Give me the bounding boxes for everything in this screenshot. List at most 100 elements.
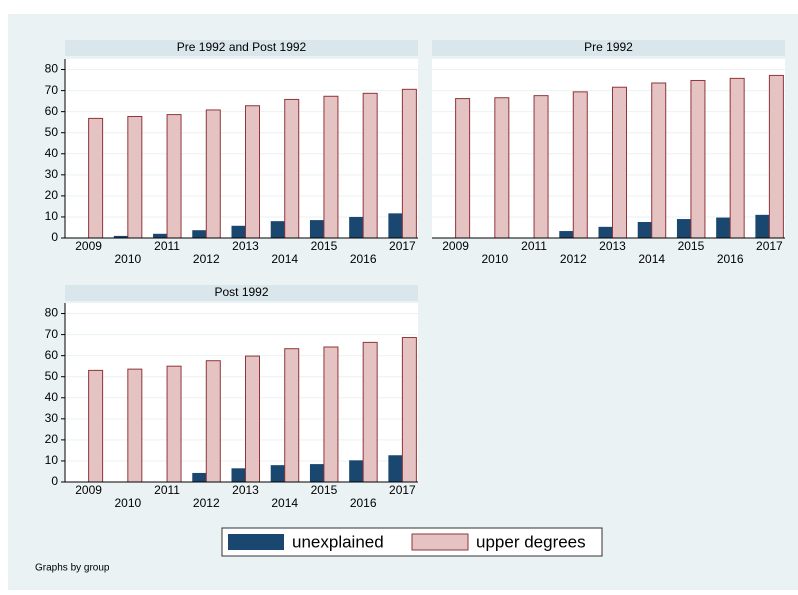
bar xyxy=(349,216,364,238)
bar xyxy=(362,341,378,483)
bar xyxy=(166,114,182,239)
bar xyxy=(309,464,324,482)
bar xyxy=(205,109,221,239)
bar xyxy=(323,346,339,483)
x-tick-label: 2014 xyxy=(638,252,665,266)
y-tick-label: 50 xyxy=(45,125,59,139)
bar xyxy=(127,368,143,483)
bar xyxy=(388,213,403,238)
x-tick-label: 2013 xyxy=(599,239,626,253)
bar xyxy=(245,355,260,483)
bar xyxy=(401,337,417,483)
x-tick-label: 2012 xyxy=(560,252,587,266)
y-tick-label: 60 xyxy=(45,104,59,118)
y-tick-label: 30 xyxy=(45,167,59,181)
bar xyxy=(572,91,588,239)
panel-title: Pre 1992 xyxy=(584,40,633,54)
bar xyxy=(323,95,339,239)
x-tick-label: 2012 xyxy=(193,252,220,266)
x-tick-label: 2012 xyxy=(193,496,220,510)
x-tick-label: 2011 xyxy=(521,239,547,253)
x-tick-label: 2009 xyxy=(442,239,469,253)
bar xyxy=(533,95,549,239)
x-tick-label: 2013 xyxy=(232,483,259,497)
x-tick-label: 2017 xyxy=(756,239,783,253)
bar xyxy=(284,348,300,483)
strip xyxy=(65,285,418,301)
panel-title: Post 1992 xyxy=(214,285,268,299)
bar xyxy=(362,92,378,239)
y-tick-label: 20 xyxy=(45,432,59,446)
bar xyxy=(245,105,260,239)
bar xyxy=(729,77,745,239)
x-tick-label: 2017 xyxy=(389,239,416,253)
y-tick-label: 70 xyxy=(45,83,59,97)
panel-title: Pre 1992 and Post 1992 xyxy=(177,40,307,54)
x-tick-label: 2009 xyxy=(75,239,102,253)
y-tick-label: 70 xyxy=(45,327,59,341)
bar xyxy=(192,230,207,238)
bar xyxy=(349,460,364,482)
legend-label: unexplained xyxy=(292,532,384,551)
y-tick-label: 10 xyxy=(45,453,59,467)
x-tick-label: 2015 xyxy=(311,239,338,253)
bar xyxy=(270,465,285,482)
bar xyxy=(88,369,104,483)
bar xyxy=(284,98,300,239)
note: Graphs by group xyxy=(35,563,110,574)
plot-area xyxy=(432,59,785,238)
strip xyxy=(65,40,418,56)
legend-label: upper degrees xyxy=(476,532,586,551)
x-tick-label: 2009 xyxy=(75,483,102,497)
plot-area xyxy=(65,303,418,482)
y-tick-label: 20 xyxy=(45,188,59,202)
y-tick-label: 80 xyxy=(45,62,59,76)
x-tick-label: 2013 xyxy=(232,239,259,253)
bar xyxy=(127,115,143,239)
legend-swatch xyxy=(411,533,469,551)
bar xyxy=(113,235,128,238)
bar xyxy=(401,88,417,239)
x-tick-label: 2010 xyxy=(114,496,141,510)
bar xyxy=(153,233,168,238)
y-tick-label: 0 xyxy=(51,230,58,244)
strip xyxy=(432,40,785,56)
x-tick-label: 2017 xyxy=(389,483,416,497)
bar xyxy=(494,97,510,239)
bar xyxy=(455,98,471,239)
y-tick-label: 80 xyxy=(45,306,59,320)
y-tick-label: 0 xyxy=(51,474,58,488)
x-tick-label: 2014 xyxy=(271,252,298,266)
y-tick-label: 30 xyxy=(45,411,59,425)
x-tick-label: 2016 xyxy=(350,496,377,510)
bar xyxy=(231,468,246,482)
y-tick-label: 50 xyxy=(45,369,59,383)
x-tick-label: 2011 xyxy=(154,239,180,253)
bar xyxy=(690,79,706,239)
bar xyxy=(598,226,613,238)
x-tick-label: 2015 xyxy=(678,239,705,253)
y-tick-label: 10 xyxy=(45,209,59,223)
bar xyxy=(651,82,667,239)
bar xyxy=(166,365,182,483)
x-tick-label: 2011 xyxy=(154,483,180,497)
x-tick-label: 2010 xyxy=(114,252,141,266)
bar xyxy=(637,221,652,238)
x-tick-label: 2014 xyxy=(271,496,298,510)
bar xyxy=(716,217,731,238)
bar xyxy=(309,220,324,238)
bar xyxy=(676,219,691,238)
plot-area xyxy=(65,59,418,238)
x-tick-label: 2010 xyxy=(481,252,508,266)
y-tick-label: 40 xyxy=(45,390,59,404)
bar xyxy=(768,74,784,239)
bar xyxy=(192,472,207,482)
bar xyxy=(270,221,285,238)
bar xyxy=(231,225,246,238)
x-tick-label: 2016 xyxy=(350,252,377,266)
y-tick-label: 40 xyxy=(45,146,59,160)
x-tick-label: 2015 xyxy=(311,483,338,497)
bar xyxy=(205,360,221,483)
legend-swatch xyxy=(228,534,284,550)
